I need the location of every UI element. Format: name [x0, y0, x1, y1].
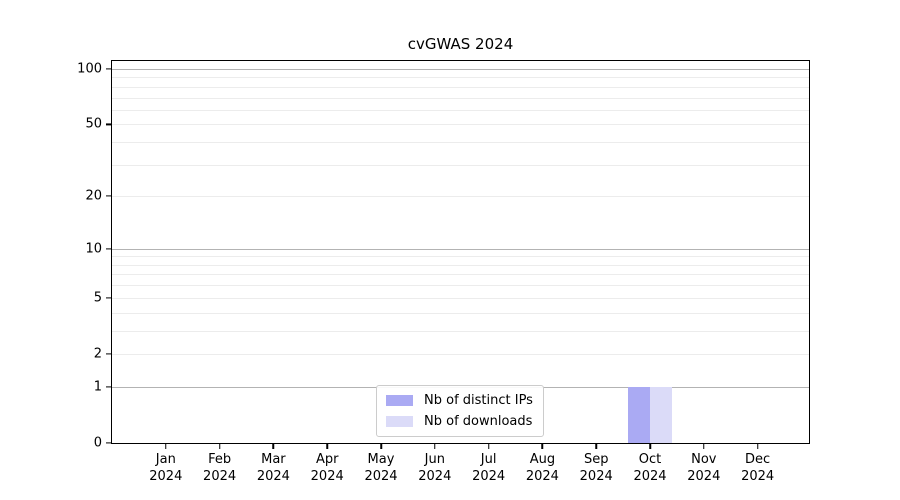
- gridline-minor-8: [112, 264, 809, 266]
- y-tick-50: [106, 123, 112, 125]
- x-tick-label-aug: Aug 2024: [526, 452, 559, 486]
- chart-title: cvGWAS 2024: [407, 35, 514, 53]
- bar-nb-of-distinct-ips-oct: [628, 386, 650, 443]
- y-tick-label-0: 0: [93, 435, 102, 451]
- gridline-minor-3: [112, 330, 809, 332]
- x-tick-label-oct: Oct 2024: [633, 452, 666, 486]
- y-tick-20: [106, 195, 112, 197]
- y-tick-label-50: 50: [85, 116, 102, 132]
- x-tick-month: Aug: [529, 452, 556, 467]
- legend-label-downloads: Nb of downloads: [424, 414, 533, 429]
- x-tick-label-apr: Apr 2024: [311, 452, 344, 486]
- x-tick-year: 2024: [525, 468, 559, 484]
- x-tick-oct: [649, 443, 651, 449]
- x-tick-label-jul: Jul 2024: [472, 452, 505, 486]
- x-tick-year: 2024: [203, 468, 237, 484]
- y-tick-100: [106, 68, 112, 70]
- axes-layer: 0 1 2 5 10 20 50 100 Jan 2024 Feb 2024 Mar 2024 Apr 202…: [77, 61, 809, 483]
- x-tick-year: 2024: [310, 468, 344, 484]
- y-tick-5: [106, 297, 112, 299]
- x-tick-year: 2024: [364, 468, 398, 484]
- y-tick-label-10: 10: [85, 241, 102, 257]
- legend-label-distinct-ips: Nb of distinct IPs: [424, 393, 533, 408]
- gridline-minor-7: [112, 274, 809, 276]
- x-tick-year: 2024: [418, 468, 452, 484]
- legend-item-downloads: Nb of downloads: [386, 414, 533, 429]
- x-tick-apr: [326, 443, 328, 449]
- x-tick-month: Jan: [155, 452, 176, 467]
- x-tick-year: 2024: [579, 468, 613, 484]
- x-tick-feb: [218, 443, 221, 449]
- x-tick-year: 2024: [472, 468, 506, 484]
- gridline-minor-50: [112, 124, 809, 126]
- gridline-major-100: [112, 68, 809, 70]
- x-tick-mar: [272, 443, 275, 449]
- x-tick-month: Dec: [745, 452, 771, 467]
- x-tick-year: 2024: [256, 468, 290, 484]
- x-tick-month: Sep: [583, 452, 609, 467]
- gridline-minor-30: [112, 164, 809, 166]
- x-tick-sep: [595, 443, 597, 449]
- bars-layer: [112, 61, 809, 443]
- y-tick-label-100: 100: [77, 61, 102, 77]
- gridline-minor-9: [112, 256, 809, 258]
- x-tick-label-nov: Nov 2024: [687, 452, 720, 486]
- x-tick-jun: [434, 443, 436, 449]
- x-tick-month: May: [367, 452, 395, 467]
- x-tick-year: 2024: [741, 468, 775, 484]
- gridline-minor-4: [112, 312, 809, 314]
- gridline-minor-6: [112, 285, 809, 287]
- x-tick-month: Jul: [480, 452, 497, 467]
- x-tick-aug: [541, 443, 544, 449]
- x-tick-may: [380, 443, 382, 449]
- x-tick-label-jun: Jun 2024: [418, 452, 451, 486]
- x-tick-label-sep: Sep 2024: [580, 452, 613, 486]
- x-tick-jul: [487, 443, 490, 449]
- gridline-minor-20: [112, 196, 809, 198]
- x-tick-month: Mar: [261, 452, 286, 467]
- x-tick-month: Apr: [315, 452, 339, 467]
- y-tick-1: [106, 386, 112, 388]
- x-tick-label-may: May 2024: [364, 452, 397, 486]
- gridline-minor-90: [112, 77, 809, 79]
- y-tick-label-2: 2: [93, 346, 102, 362]
- y-tick-label-1: 1: [93, 379, 102, 395]
- gridline-minor-70: [112, 97, 809, 99]
- y-tick-2: [106, 353, 112, 355]
- gridline-minor-40: [112, 142, 809, 143]
- x-tick-month: Oct: [638, 452, 662, 467]
- x-tick-dec: [756, 443, 759, 449]
- x-tick-jan: [165, 443, 167, 449]
- gridline-minor-5: [112, 297, 809, 299]
- gridline-major-10: [112, 248, 809, 250]
- y-tick-label-5: 5: [93, 290, 102, 306]
- x-tick-label-mar: Mar 2024: [257, 452, 290, 486]
- gridline-minor-60: [112, 109, 809, 111]
- x-tick-year: 2024: [687, 468, 721, 484]
- legend-swatch-distinct-ips: [386, 395, 413, 406]
- x-tick-label-jan: Jan 2024: [149, 452, 182, 486]
- legend-swatch-downloads: [386, 416, 413, 427]
- x-tick-label-dec: Dec 2024: [741, 452, 774, 486]
- gridline-minor-2: [112, 353, 809, 355]
- gridline-minor-80: [112, 86, 809, 88]
- legend-item-distinct-ips: Nb of distinct IPs: [386, 393, 533, 408]
- x-tick-label-feb: Feb 2024: [203, 452, 236, 486]
- x-tick-month: Feb: [208, 452, 232, 467]
- x-tick-year: 2024: [149, 468, 183, 484]
- y-tick-label-20: 20: [85, 188, 102, 204]
- y-tick-10: [106, 248, 112, 250]
- x-tick-month: Jun: [424, 452, 445, 467]
- y-tick-0: [106, 442, 112, 444]
- legend: Nb of distinct IPs Nb of downloads: [376, 385, 544, 437]
- x-tick-month: Nov: [691, 452, 717, 467]
- plot-area: 0 1 2 5 10 20 50 100 Jan 2024 Feb 2024 Mar 2024 Apr 202…: [77, 60, 810, 484]
- x-tick-nov: [703, 443, 705, 449]
- x-tick-year: 2024: [633, 468, 667, 484]
- bar-nb-of-downloads-oct: [650, 386, 672, 443]
